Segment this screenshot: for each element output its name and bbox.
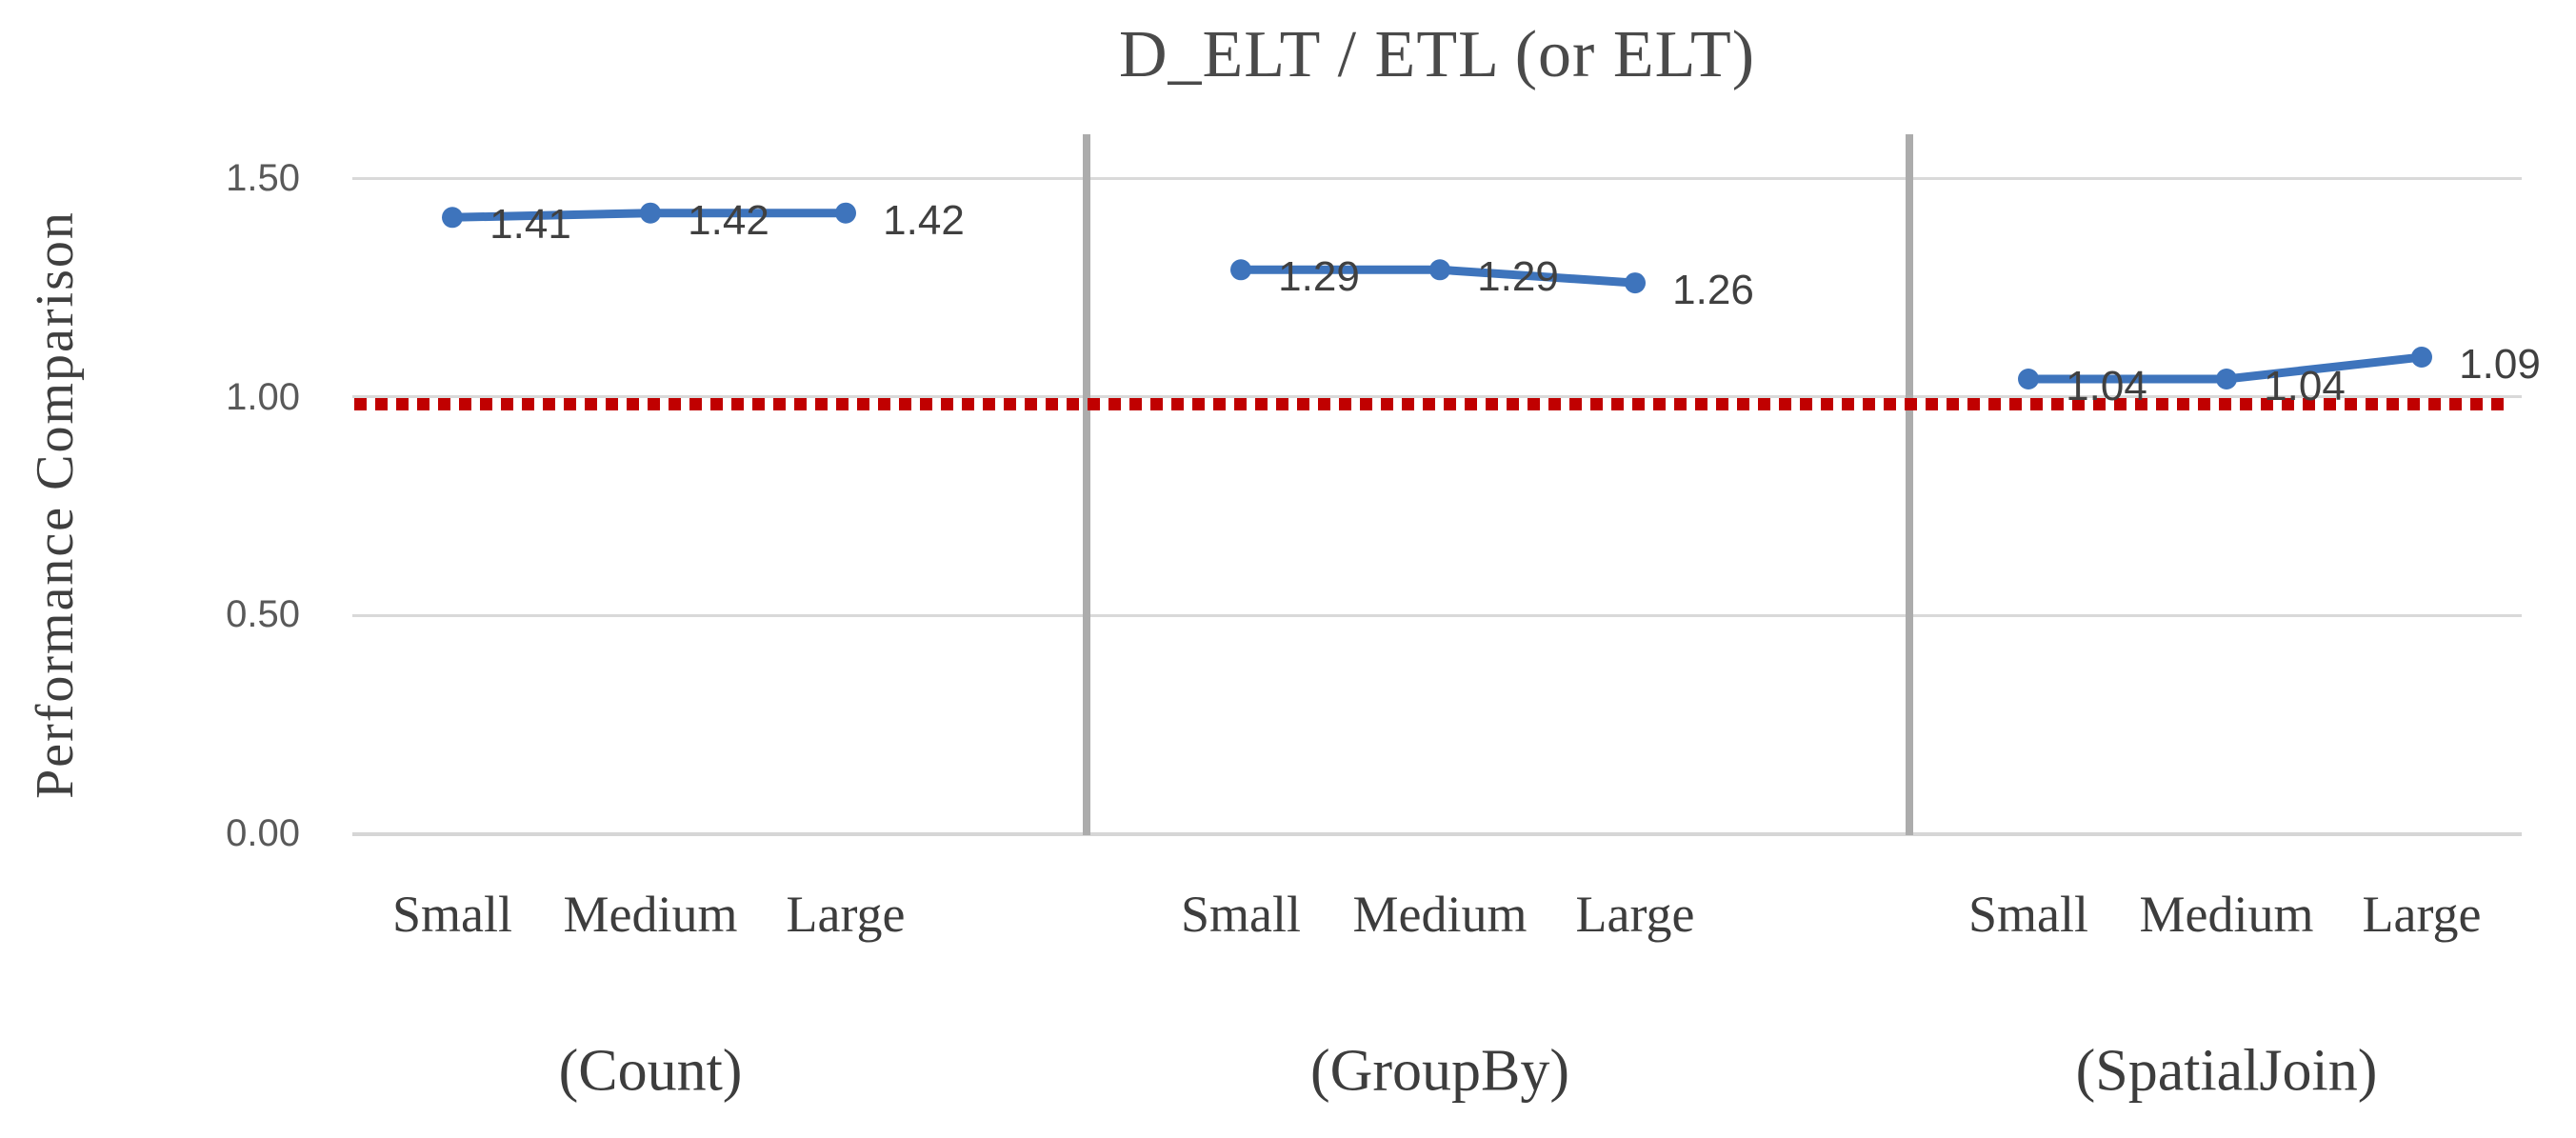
- y-tick-label-0.00: 0.00: [226, 812, 300, 854]
- category-label-large: Large: [1575, 886, 1695, 943]
- data-label-1.26: 1.26: [1672, 267, 1754, 314]
- gridline-0.50: [352, 613, 2522, 617]
- data-point-medium: [1429, 259, 1450, 281]
- group-label-count: (Count): [558, 1038, 743, 1104]
- chart-title: D_ELT / ETL (or ELT): [1118, 18, 1756, 91]
- reference-line-1.00: [354, 398, 2508, 410]
- category-label-large: Large: [786, 886, 906, 943]
- data-label-1.29: 1.29: [1477, 253, 1559, 301]
- data-point-medium: [2216, 369, 2237, 389]
- data-label-1.04: 1.04: [2066, 362, 2147, 409]
- y-tick-label-1.50: 1.50: [226, 157, 300, 199]
- group-label-spatialjoin: (SpatialJoin): [2075, 1038, 2378, 1104]
- panel-divider-2: [1906, 134, 1913, 835]
- data-point-large: [2411, 347, 2432, 368]
- category-label-small: Small: [391, 886, 513, 943]
- gridline-1.00: [352, 395, 2522, 399]
- category-label-small: Small: [1967, 886, 2089, 943]
- category-label-medium: Medium: [563, 886, 738, 943]
- y-tick-label-0.50: 0.50: [226, 593, 300, 635]
- category-label-small: Small: [1180, 886, 1302, 943]
- data-label-1.04: 1.04: [2264, 362, 2346, 409]
- data-label-1.41: 1.41: [489, 201, 571, 249]
- x-axis-line: [352, 832, 2522, 836]
- data-label-1.09: 1.09: [2459, 341, 2541, 389]
- data-point-small: [1230, 259, 1251, 281]
- data-label-1.42: 1.42: [688, 196, 769, 244]
- group-label-groupby: (GroupBy): [1309, 1038, 1570, 1104]
- data-label-1.42: 1.42: [883, 196, 965, 244]
- data-point-medium: [640, 202, 661, 224]
- category-label-medium: Medium: [1352, 886, 1528, 943]
- data-point-large: [1625, 272, 1646, 294]
- panel-divider-1: [1083, 134, 1090, 835]
- category-label-medium: Medium: [2139, 886, 2314, 943]
- data-point-large: [835, 202, 856, 224]
- gridline-1.50: [352, 176, 2522, 180]
- y-tick-label-1.00: 1.00: [226, 376, 300, 418]
- data-point-small: [2018, 369, 2039, 389]
- data-label-1.29: 1.29: [1278, 253, 1360, 301]
- category-label-large: Large: [2362, 886, 2482, 943]
- data-point-small: [442, 207, 463, 229]
